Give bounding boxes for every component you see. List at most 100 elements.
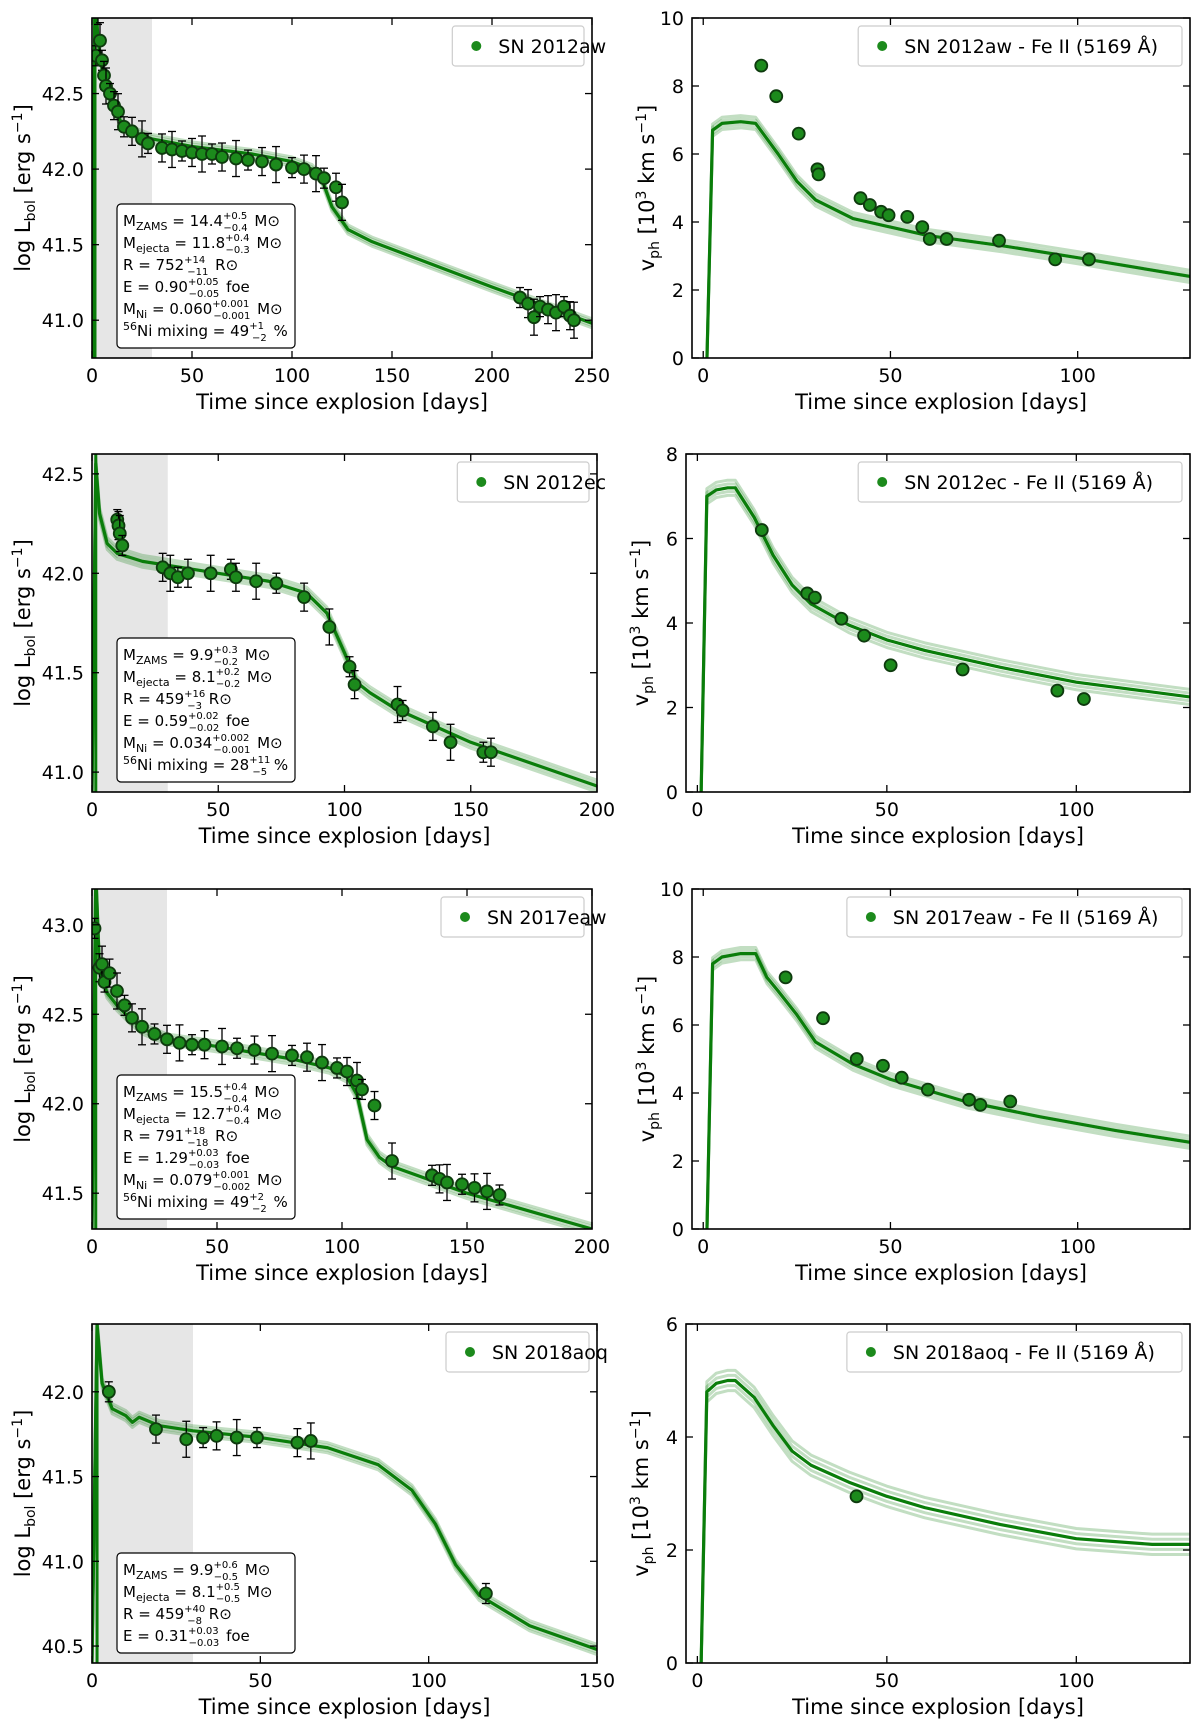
ylabel-subscript: ph [641,1547,657,1565]
model-ensemble-line [699,1368,1190,1663]
data-point [778,970,793,985]
model-line [705,120,1190,358]
param-err-up: +0.03 [188,1148,219,1159]
data-point [203,566,218,581]
parameter-box [116,203,296,349]
x-tick-label: 150 [579,1670,615,1692]
legend-marker [865,1347,876,1357]
model-ensemble-line [705,123,1190,358]
legend-marker [877,41,888,51]
y-tick-label: 6 [666,529,678,551]
param-err-down: −0.3 [225,245,249,256]
x-tick-label: 50 [878,1236,902,1258]
data-point [853,191,868,206]
data-point [322,620,337,634]
param-subscript: Ni [136,742,147,755]
param-symbol: M [123,646,136,664]
data-point [285,1048,299,1063]
param-name: R = 752 [123,256,184,274]
data-point [241,153,255,167]
legend-box [440,896,585,938]
model-ensemble-line [705,114,1190,358]
parameter-line: 56Ni mixing = 28+11 −5 % [123,754,288,778]
x-tick-label: 150 [449,1236,485,1258]
plot-area [705,58,1190,358]
param-err-down: −5 [252,767,267,778]
param-name: E = 0.31 [123,1627,188,1645]
data-point [335,195,349,210]
param-err-up: +0.05 [188,277,219,288]
ylabel-part: v [629,694,653,706]
data-point [367,1098,382,1113]
ylabel-part: [10 [635,1070,659,1112]
y-tick-label: 10 [660,879,684,901]
x-tick-label: 250 [574,365,610,387]
param-isotope: 56 [123,1191,137,1204]
parameter-line: Mejecta = 8.1+0.5 −0.5 M⊙ [123,1582,273,1605]
y-tick-label: 41.5 [42,1467,84,1489]
data-point [385,1154,399,1168]
data-point [315,1055,329,1070]
param-name: E = 0.90 [123,278,188,296]
y-tick-label: 6 [666,1314,678,1336]
chart-panel-lc3: 0 50 100 150 200 41.5 42.0 42.5 43.0 Time since e… [10,888,610,1285]
param-err-up: +0.6 [213,1560,237,1571]
y-axis-label: log Lbol [erg s−1] [10,104,39,272]
x-tick-label: 100 [1058,1670,1094,1692]
param-err-up: +1 [249,321,264,332]
data-point [230,1041,244,1056]
ylabel-part: ] [11,1410,35,1418]
data-point [255,154,269,169]
param-err-up: +40 [184,1604,205,1615]
data-point [185,1037,199,1052]
y-tick-label: 2 [672,1151,684,1173]
param-err-up: +0.4 [225,1104,249,1115]
ylabel-subscript: ph [647,1112,663,1130]
y-tick-label: 8 [672,76,684,98]
parameter-line: Mejecta = 11.8+0.4 −0.3 M⊙ [123,233,282,256]
data-point [250,1430,264,1445]
data-point [215,150,229,164]
plot-area [92,18,592,358]
y-tick-label: 4 [666,1427,678,1449]
data-point [455,1177,469,1192]
data-point [215,1039,229,1054]
ylabel-superscript: 3 [628,626,644,635]
data-point [111,104,125,119]
axes-frame [691,888,1191,1230]
x-tick-label: 0 [697,365,709,387]
ylabel-superscript: −1 [634,984,650,1005]
ylabel-part: [10 [635,199,659,241]
param-name: = 0.079 [147,1171,212,1189]
data-point [955,662,970,677]
ylabel-superscript: −1 [634,113,650,134]
data-point [962,1092,976,1107]
param-unit: M⊙ [252,234,282,252]
parameter-line: R = 752+14 −11 R⊙ [123,255,238,278]
chart-panel-v4: 0 50 100 0 2 4 6 Time since explosion [days] vph… [628,1314,1191,1719]
data-point [849,1489,864,1504]
data-point [425,719,440,734]
param-subscript: ejecta [136,1113,170,1126]
data-point [117,998,132,1013]
y-tick-label: 41.5 [42,1183,84,1205]
model-ensemble-line [699,478,1190,792]
param-subscript: ZAMS [136,654,168,667]
y-tick-label: 2 [666,698,678,720]
model-ensemble-line [699,493,1190,792]
param-err-down: −0.4 [225,1116,249,1127]
param-err-down: −0.5 [214,1572,238,1583]
x-tick-label: 50 [878,365,902,387]
x-axis-label: Time since explosion [days] [791,1695,1084,1719]
data-point [160,1032,174,1047]
data-point [862,198,877,212]
model-ensemble-line [705,958,1190,1229]
data-point [922,232,937,246]
data-point [347,677,362,692]
data-point [285,160,299,175]
x-tick-label: 150 [374,365,410,387]
ylabel-part: ] [11,104,35,112]
ylabel-superscript: −1 [628,1418,644,1439]
param-err-up: +0.4 [223,1082,247,1093]
model-line [705,951,1190,1229]
